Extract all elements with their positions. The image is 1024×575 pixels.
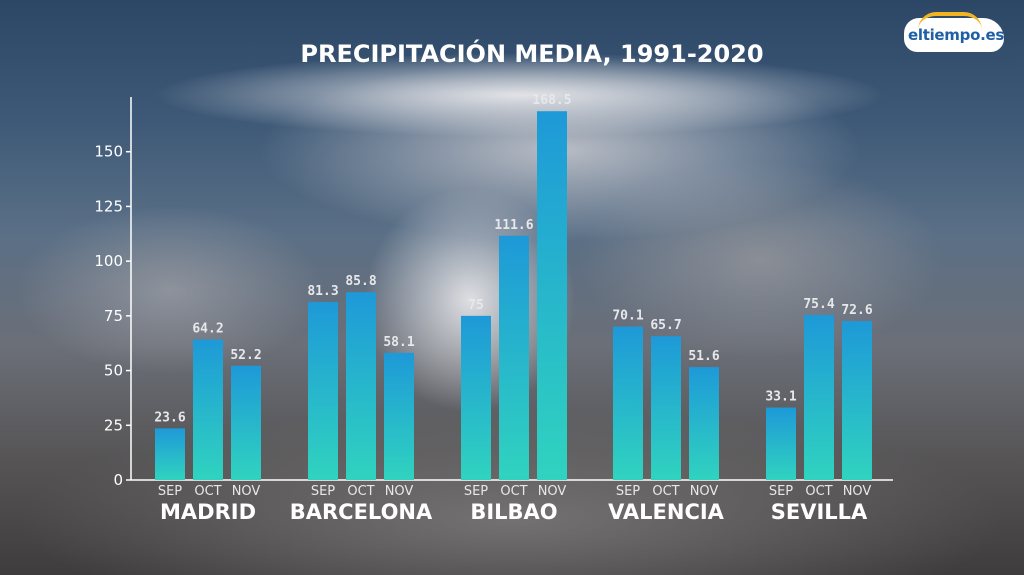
- y-tick-label: 25: [104, 416, 123, 434]
- month-tick-label: SEP: [158, 484, 182, 499]
- bar-value-label: 75.4: [803, 297, 834, 312]
- month-tick-label: NOV: [232, 484, 261, 499]
- chart-labels: 23.6SEP64.2OCT52.2NOVMADRID81.3SEP85.8OC…: [154, 93, 872, 524]
- bar-value-label: 64.2: [192, 321, 223, 336]
- y-tick-label: 125: [94, 197, 123, 215]
- city-label-bilbao: BILBAO: [470, 500, 557, 524]
- bar-value-label: 70.1: [612, 309, 643, 324]
- month-tick-label: SEP: [769, 484, 793, 499]
- bar-value-label: 51.6: [688, 349, 719, 364]
- month-tick-label: OCT: [347, 484, 374, 499]
- bar-bilbao-oct: [499, 235, 529, 480]
- bar-value-label: 23.6: [154, 410, 185, 425]
- y-tick-label: 50: [104, 362, 123, 380]
- y-tick-label: 0: [113, 471, 123, 489]
- logo-text: eltiempo.es: [908, 26, 1004, 44]
- bar-value-label: 75: [468, 298, 484, 313]
- bar-sevilla-oct: [804, 314, 834, 480]
- bar-madrid-oct: [193, 339, 223, 480]
- bar-sevilla-sep: [766, 407, 796, 480]
- bar-value-label: 111.6: [494, 218, 533, 233]
- month-tick-label: SEP: [311, 484, 335, 499]
- bar-madrid-sep: [155, 428, 185, 480]
- bar-barcelona-nov: [384, 352, 414, 480]
- bar-valencia-sep: [613, 326, 643, 480]
- city-label-sevilla: SEVILLA: [771, 500, 868, 524]
- bar-madrid-nov: [231, 365, 261, 480]
- bar-valencia-oct: [651, 336, 681, 480]
- bar-sevilla-nov: [842, 321, 872, 480]
- y-tick-label: 150: [94, 143, 123, 161]
- city-label-valencia: VALENCIA: [608, 500, 725, 524]
- month-tick-label: NOV: [538, 484, 567, 499]
- month-tick-label: NOV: [843, 484, 872, 499]
- month-tick-label: OCT: [652, 484, 679, 499]
- y-tick-label: 75: [104, 307, 123, 325]
- bar-value-label: 52.2: [230, 348, 261, 363]
- bar-value-label: 33.1: [765, 390, 796, 405]
- y-tick-label: 100: [94, 252, 123, 270]
- bar-barcelona-sep: [308, 302, 338, 480]
- chart-title: PRECIPITACIÓN MEDIA, 1991-2020: [300, 38, 763, 68]
- bar-value-label: 85.8: [345, 274, 376, 289]
- city-label-barcelona: BARCELONA: [290, 500, 433, 524]
- city-label-madrid: MADRID: [160, 500, 256, 524]
- bar-value-label: 72.6: [841, 303, 872, 318]
- bar-bilbao-nov: [537, 111, 567, 481]
- bar-value-label: 81.3: [307, 284, 338, 299]
- logo-sun-arc: [918, 12, 982, 30]
- month-tick-label: NOV: [690, 484, 719, 499]
- month-tick-label: OCT: [500, 484, 527, 499]
- bar-value-label: 58.1: [383, 335, 414, 350]
- bar-barcelona-oct: [346, 292, 376, 480]
- eltiempo-logo: eltiempo.es: [898, 12, 1010, 56]
- month-tick-label: OCT: [805, 484, 832, 499]
- chart-bars: [155, 111, 872, 481]
- bar-value-label: 168.5: [532, 93, 571, 108]
- month-tick-label: SEP: [616, 484, 640, 499]
- bar-valencia-nov: [689, 367, 719, 480]
- month-tick-label: SEP: [464, 484, 488, 499]
- bar-value-label: 65.7: [650, 318, 681, 333]
- month-tick-label: NOV: [385, 484, 414, 499]
- bar-bilbao-sep: [461, 315, 491, 480]
- month-tick-label: OCT: [194, 484, 221, 499]
